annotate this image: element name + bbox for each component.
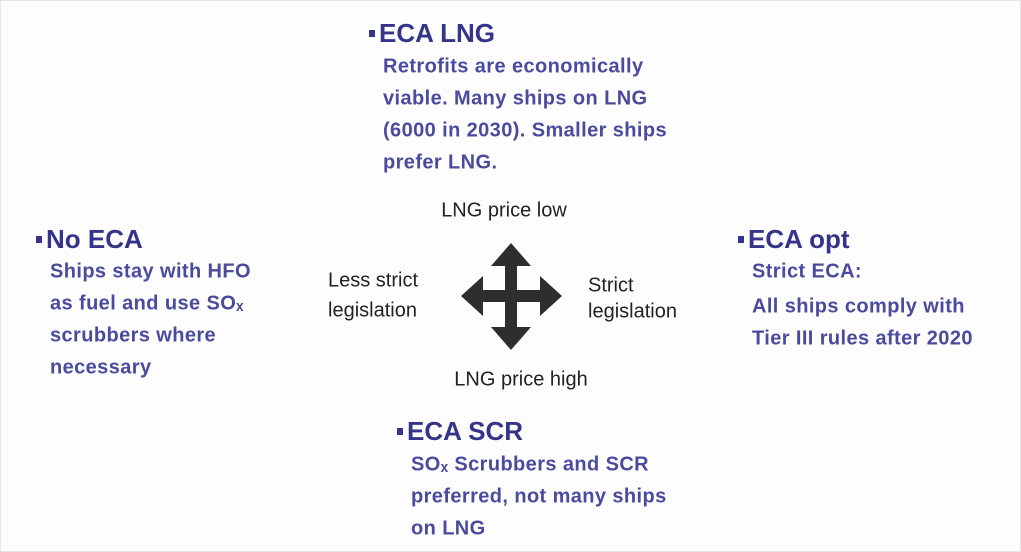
bullet: [36, 236, 42, 243]
scenario-title: No ECA: [46, 224, 143, 254]
axis-label: legislation: [588, 300, 677, 322]
scenario-text: Tier III rules after 2020: [752, 327, 973, 349]
scenario-text: scrubbers where: [50, 324, 216, 346]
four-way-arrow: [461, 243, 562, 350]
axis-label: LNG price low: [441, 199, 567, 221]
axis-label: Strict: [588, 274, 634, 296]
scenario-text: preferred, not many ships: [411, 485, 667, 507]
scenario-title: ECA opt: [748, 224, 850, 254]
axis-label: Less strict: [328, 269, 418, 291]
scenario-text: SOₓ Scrubbers and SCR: [411, 453, 649, 475]
bullet: [397, 428, 403, 435]
scenario-text: Retrofits are economically: [383, 55, 644, 77]
scenario-title: ECA LNG: [379, 18, 495, 48]
scenario-title: ECA SCR: [407, 416, 523, 446]
bullet: [738, 236, 744, 243]
scenario-text: Ships stay with HFO: [50, 260, 251, 282]
scenario-text: All ships comply with: [752, 295, 965, 317]
bullet: [369, 30, 375, 37]
scenario-text: on LNG: [411, 517, 486, 539]
scenario-text: viable. Many ships on LNG: [383, 87, 648, 109]
scenario-text: as fuel and use SOₓ: [50, 292, 244, 314]
axis-label: LNG price high: [454, 368, 587, 390]
scenario-text: (6000 in 2030). Smaller ships: [383, 119, 667, 141]
scenario-text: Strict ECA:: [752, 260, 862, 282]
axis-label: legislation: [328, 299, 417, 321]
scenario-text: prefer LNG.: [383, 151, 497, 173]
scenario-text: necessary: [50, 356, 152, 378]
